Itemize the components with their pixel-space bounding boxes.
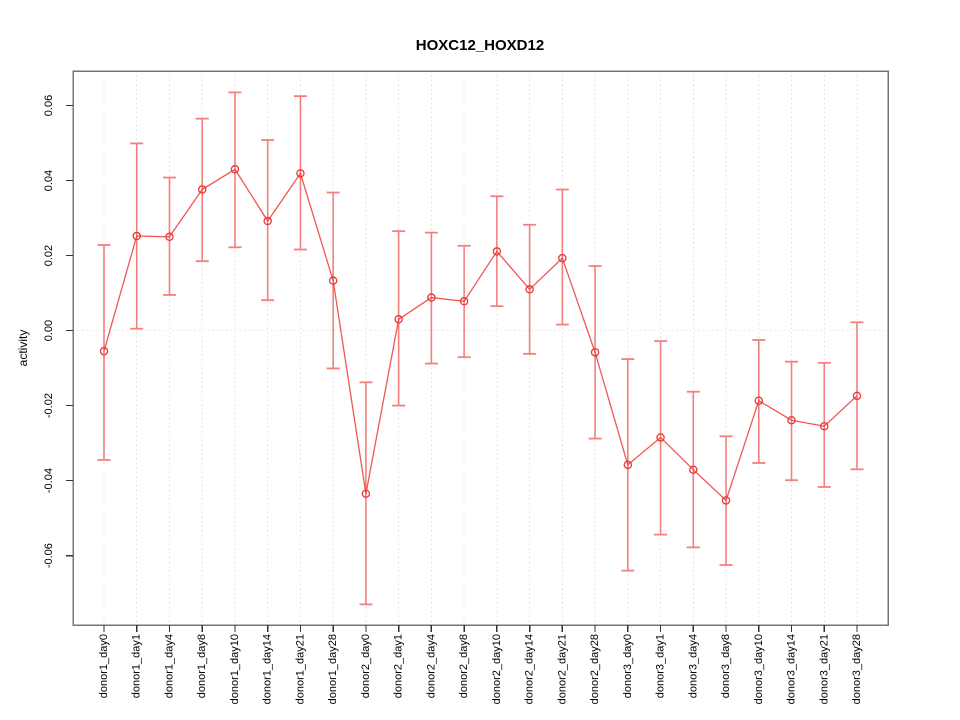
data-point: [328, 276, 338, 285]
x-tick-label: donor2_day10: [491, 634, 503, 704]
data-point: [721, 496, 731, 505]
data-point: [590, 348, 600, 357]
data-point: [689, 465, 698, 474]
data-point: [165, 232, 174, 242]
y-tick-label: -0.02: [43, 393, 55, 418]
x-tick-label: donor2_day4: [425, 634, 437, 698]
data-point: [852, 391, 862, 401]
data-point: [296, 169, 305, 178]
data-point: [132, 231, 141, 241]
x-tick-label: donor1_day8: [196, 634, 208, 698]
chart-title: HOXC12_HOXD12: [416, 37, 544, 54]
data-point: [361, 489, 371, 498]
x-tick-label: donor1_day10: [229, 634, 241, 704]
data-point: [459, 297, 469, 306]
x-tick-label: donor1_day1: [131, 634, 143, 698]
data-point: [263, 216, 272, 226]
y-tick-label: 0.06: [43, 95, 55, 116]
data-point: [230, 165, 240, 174]
x-tick-label: donor3_day28: [851, 634, 863, 704]
x-tick-label: donor3_day10: [753, 634, 765, 704]
x-tick-label: donor1_day0: [98, 634, 110, 698]
error-bar: [785, 360, 799, 482]
x-tick-label: donor2_day1: [393, 634, 405, 698]
x-tick-label: donor1_day14: [262, 634, 274, 704]
x-tick-label: donor3_day14: [786, 634, 798, 704]
x-tick-label: donor3_day0: [622, 634, 634, 698]
data-point: [656, 433, 665, 442]
y-tick-label: 0.00: [43, 320, 55, 341]
data-point: [427, 293, 436, 302]
y-tick-label: -0.04: [43, 468, 55, 493]
error-bar: [555, 188, 569, 326]
data-point: [787, 415, 796, 425]
plot-frame: [72, 70, 889, 626]
x-tick-label: donor3_day8: [720, 634, 732, 698]
gridlines: [73, 71, 888, 625]
y-tick-label: -0.06: [43, 543, 55, 568]
x-tick-label: donor2_day21: [556, 634, 568, 704]
error-bar: [817, 361, 831, 488]
x-tick-label: donor2_day0: [360, 634, 372, 698]
plot-border: [72, 70, 889, 626]
data-point: [558, 253, 567, 263]
error-bar: [97, 244, 111, 461]
data-point: [754, 396, 764, 405]
x-tick-label: donor3_day1: [655, 634, 667, 698]
x-tick-label: donor2_day28: [589, 634, 601, 704]
data-point: [99, 346, 109, 356]
x-tick-label: donor2_day14: [524, 634, 536, 704]
x-tick-label: donor3_day21: [818, 634, 830, 704]
data-point: [623, 460, 633, 470]
x-tick-label: donor1_day21: [294, 634, 306, 704]
data-series: [97, 91, 864, 606]
axes: 0.06 0.04 0.02 0.00 -0.02 -0.04 -0.06 donor1_da…: [43, 95, 863, 705]
x-tick-label: donor3_day4: [687, 634, 699, 698]
series-line: [103, 168, 858, 502]
x-tick-label: donor1_day4: [163, 634, 175, 698]
x-tick-label: donor2_day8: [458, 634, 470, 698]
y-tick-label: 0.02: [43, 245, 55, 266]
data-point: [394, 315, 403, 324]
y-axis-label: activity: [16, 330, 30, 367]
x-tick-label: donor1_day28: [327, 634, 339, 704]
error-bar: [392, 230, 406, 407]
data-point: [820, 421, 829, 431]
data-point: [197, 185, 207, 194]
data-point: [492, 247, 502, 256]
data-point: [525, 285, 534, 294]
y-tick-label: 0.04: [43, 170, 55, 191]
